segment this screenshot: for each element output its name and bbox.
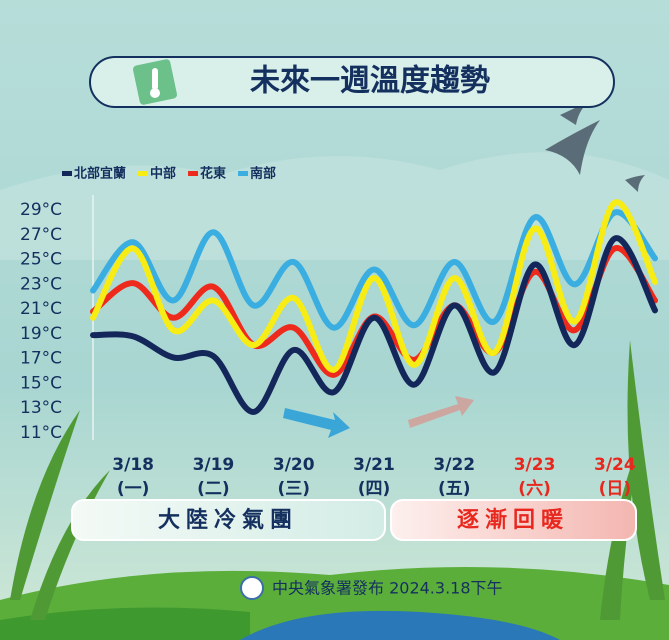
thermometer-icon [133, 59, 177, 105]
y-tick-label: 29°C [20, 200, 62, 220]
y-tick-label: 21°C [20, 299, 62, 319]
water [240, 610, 560, 640]
y-tick-label: 19°C [20, 324, 62, 344]
annotation-box [390, 499, 637, 541]
x-tick-label: 3/24 [594, 455, 636, 475]
legend-swatch [138, 171, 149, 176]
x-tick-weekday: (日) [599, 479, 632, 499]
y-tick-label: 15°C [20, 373, 62, 393]
x-tick-label: 3/20 [273, 455, 315, 475]
y-tick-label: 13°C [20, 398, 62, 418]
legend-label: 北部宜蘭 [74, 166, 126, 182]
trend-arrow [283, 408, 350, 438]
x-tick-weekday: (四) [358, 479, 391, 499]
bird [625, 175, 645, 192]
legend-swatch [238, 171, 249, 176]
series-line [90, 235, 658, 415]
x-tick-weekday: (三) [277, 479, 310, 499]
x-tick-weekday: (六) [518, 478, 551, 499]
footer: 中央氣象署發布 2024.3.18下午 [272, 579, 503, 598]
annotation-box [71, 499, 386, 541]
series-line [90, 199, 658, 373]
x-tick-weekday: (二) [197, 479, 230, 499]
x-tick-label: 3/22 [433, 455, 475, 475]
legend-swatch [62, 171, 72, 176]
x-tick-label: 3/19 [193, 455, 235, 475]
grass [10, 410, 110, 620]
trend-arrow [408, 396, 474, 428]
y-tick-label: 17°C [20, 349, 62, 369]
hill [0, 607, 250, 640]
y-tick-label: 23°C [20, 274, 62, 294]
annotation: 逐漸回暖 [457, 508, 569, 533]
x-tick-weekday: (五) [438, 479, 471, 499]
x-tick-label: 3/21 [353, 455, 395, 475]
series-line [90, 209, 658, 331]
legend-label: 中部 [150, 166, 176, 182]
annotation: 大陸冷氣團 [158, 507, 298, 533]
x-tick-label: 3/23 [514, 455, 556, 475]
grass [600, 340, 665, 620]
y-tick-label: 27°C [20, 225, 62, 245]
y-tick-label: 25°C [20, 250, 62, 270]
title-box [89, 56, 615, 108]
legend-label: 南部 [250, 166, 276, 182]
x-tick-label: 3/18 [112, 455, 154, 475]
legend-label: 花東 [200, 166, 226, 182]
legend-swatch [188, 171, 199, 176]
x-tick-weekday: (一) [117, 479, 150, 499]
logo [240, 576, 264, 600]
bird [545, 120, 600, 175]
y-tick-label: 11°C [20, 423, 62, 443]
series-line [90, 245, 658, 378]
chart-title: 未來一週溫度趨勢 [250, 64, 490, 99]
cloud [0, 152, 669, 260]
